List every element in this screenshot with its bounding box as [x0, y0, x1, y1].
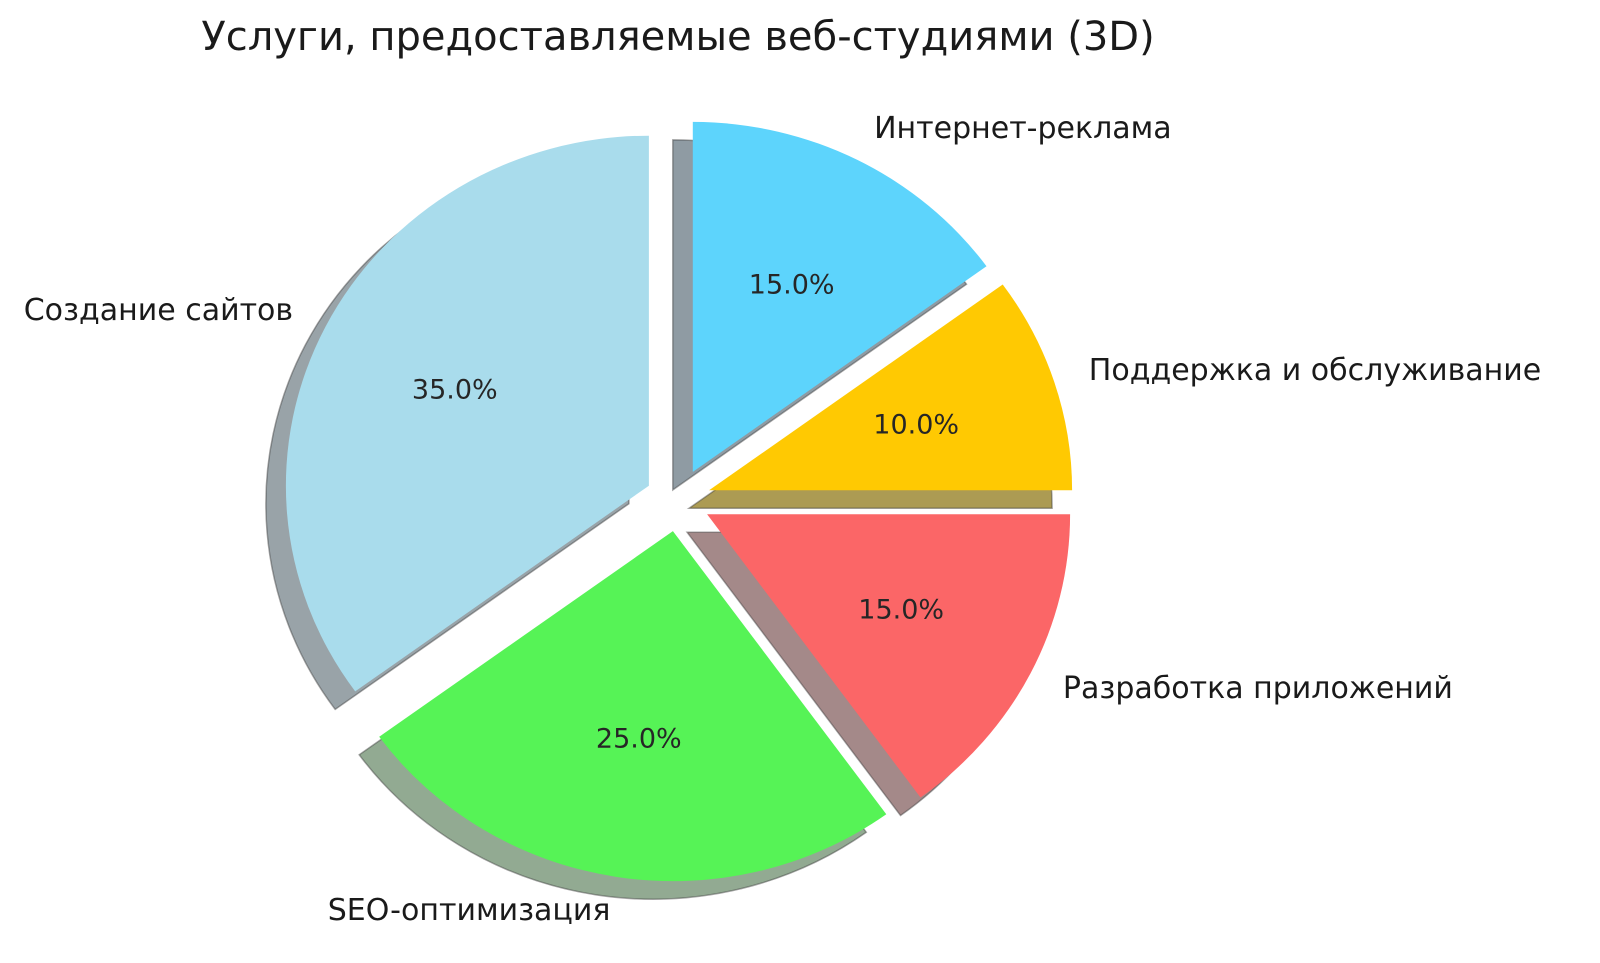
slice-label-3: SEO-оптимизация: [327, 893, 611, 929]
slice-label-4: Создание сайтов: [23, 292, 294, 328]
slice-pct-label-0: 15.0%: [748, 269, 835, 301]
pie-slice-1: [709, 284, 1073, 491]
slice-pct-label-2: 15.0%: [858, 594, 945, 626]
pie-wedges-group: [285, 121, 1073, 882]
pie-slice-4: [285, 135, 649, 692]
pie-slice-3: [379, 531, 887, 882]
chart-title: Услуги, предоставляемые веб-студиями (3D…: [201, 14, 1155, 60]
slice-pct-label-4: 35.0%: [411, 374, 498, 406]
pie-slice-2: [707, 514, 1071, 798]
slice-pct-label-3: 25.0%: [595, 723, 682, 754]
pie-slice-0: [692, 121, 987, 472]
slice-label-0: Интернет-реклама: [874, 110, 1172, 146]
slice-label-1: Поддержка и обслуживание: [1088, 353, 1542, 389]
slice-label-2: Разработка приложений: [1062, 671, 1453, 707]
slice-pct-label-1: 10.0%: [873, 409, 960, 441]
